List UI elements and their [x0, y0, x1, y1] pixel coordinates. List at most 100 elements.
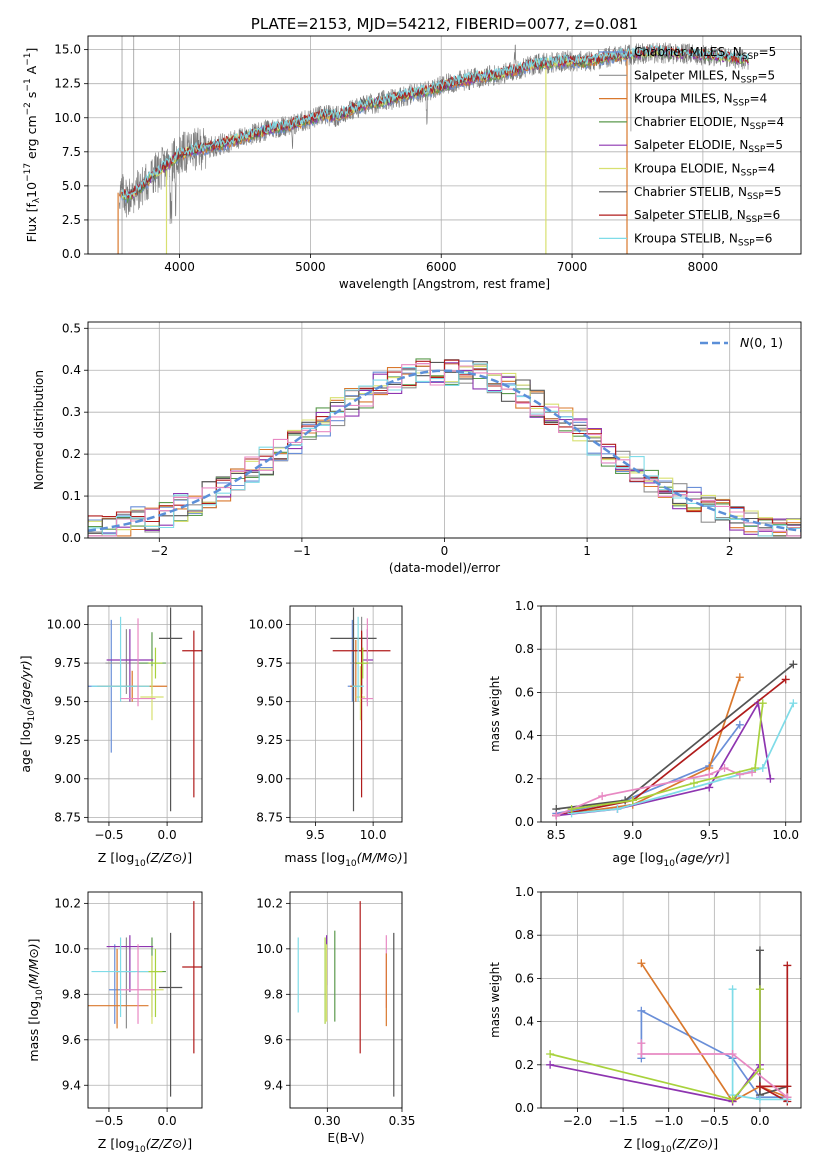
y-tick-label: 9.75 — [256, 656, 283, 670]
y-tick-label: 0.0 — [62, 247, 81, 261]
y-tick-label: 0.2 — [62, 447, 81, 461]
y-tick-label: 10.00 — [249, 618, 283, 632]
error-bar-point — [332, 630, 391, 798]
data-point — [689, 779, 698, 788]
y-tick-label: 0.0 — [515, 815, 534, 829]
model-line — [118, 51, 627, 200]
x-tick-label: 2 — [726, 544, 734, 558]
legend-entry: Kroupa STELIB, NSSP=6 — [634, 231, 772, 248]
y-tick-label: 0.2 — [515, 772, 534, 786]
legend-entry: Kroupa MILES, NSSP=4 — [634, 92, 767, 109]
series-line — [556, 700, 772, 817]
weight-series — [546, 985, 764, 1104]
y-tick-label: 2.5 — [62, 213, 81, 227]
legend-entry: Salpeter ELODIE, NSSP=5 — [634, 138, 783, 155]
x-tick-label: −0.5 — [94, 1114, 123, 1128]
data-point — [567, 805, 576, 814]
data-point — [783, 961, 792, 970]
data-point — [789, 699, 798, 708]
error-bar-point — [120, 618, 156, 707]
y-axis-label: Flux [fλ10−17 erg cm−2 s−1 A−1] — [23, 48, 42, 243]
axes-frame — [540, 891, 802, 1109]
y-tick-label: 8.75 — [256, 810, 283, 824]
chart-title: PLATE=2153, MJD=54212, FIBERID=0077, z=0… — [251, 15, 638, 33]
axes-frame — [540, 605, 802, 823]
x-tick-label: 10.0 — [772, 828, 799, 842]
weight-series — [552, 699, 775, 820]
data-point — [758, 764, 767, 772]
legend-entry: Chabrier STELIB, NSSP=5 — [634, 185, 782, 202]
data-point — [598, 792, 607, 801]
plot-area — [117, 36, 749, 254]
axes-frame — [87, 891, 203, 1109]
x-tick-label: 0.35 — [389, 1114, 416, 1128]
data-point — [781, 675, 790, 684]
y-tick-label: 10.0 — [256, 942, 283, 956]
normal-curve — [88, 369, 801, 532]
data-point — [613, 805, 622, 814]
data-point — [728, 1095, 737, 1104]
y-axis-label: age [log10(age/yr)] — [18, 655, 37, 772]
y-tick-label: 9.25 — [54, 733, 81, 747]
error-bar-point — [148, 647, 163, 679]
y-tick-label: 1.0 — [515, 599, 534, 613]
weight-series — [637, 1039, 792, 1102]
y-tick-label: 10.0 — [54, 942, 81, 956]
data-point — [705, 783, 714, 792]
plot-area — [552, 660, 798, 820]
model-line — [118, 52, 628, 204]
y-tick-label: 10.2 — [54, 896, 81, 910]
chart-age_vs_Z: −0.5 0.0 8.75 9.00 9.25 9.50 9.75 10.00 Z [log10… — [18, 605, 203, 869]
chart-spectrum: 4000 5000 6000 7000 8000 0.0 2.5 5.0 7.5 10.0 12.5… — [23, 15, 802, 291]
x-axis-label: Z [log10(Z/Z⊙)] — [98, 850, 192, 869]
x-tick-label: 9.5 — [700, 828, 719, 842]
data-point — [783, 1093, 792, 1102]
y-tick-label: 9.4 — [264, 1078, 283, 1092]
x-tick-label: −1.5 — [609, 1114, 638, 1128]
x-tick-label: 7000 — [557, 260, 588, 274]
axes-frame — [289, 605, 403, 823]
error-bar-point — [140, 666, 164, 721]
data-point — [735, 720, 744, 729]
histogram-series — [88, 361, 801, 537]
error-bar-point — [356, 647, 369, 679]
error-bar-point — [91, 616, 150, 702]
legend: N(0, 1) — [700, 335, 783, 350]
data-point — [705, 770, 714, 779]
series-line — [640, 962, 788, 1103]
model-line — [118, 51, 628, 203]
weight-series — [546, 985, 764, 1106]
data-point — [552, 811, 561, 820]
plot-area — [88, 901, 202, 1097]
data-point — [751, 764, 760, 772]
data-point — [766, 774, 775, 783]
x-tick-label: 0 — [441, 544, 449, 558]
series-line — [759, 965, 789, 1103]
histogram-series — [88, 359, 801, 537]
x-tick-label: 8.5 — [547, 828, 566, 842]
legend-entry: Salpeter MILES, NSSP=5 — [634, 68, 775, 85]
x-tick-label: 6000 — [426, 260, 457, 274]
x-tick-label: 9.5 — [306, 828, 325, 842]
y-tick-label: 9.00 — [256, 772, 283, 786]
y-axis-label: mass weight — [488, 962, 502, 1038]
series-line — [759, 950, 788, 1097]
weight-series — [755, 961, 792, 1106]
data-point — [637, 1006, 646, 1015]
x-tick-label: −1 — [293, 544, 311, 558]
y-tick-label: 7.5 — [62, 145, 81, 159]
error-bar-point — [120, 944, 156, 1024]
plot-area — [88, 607, 202, 812]
data-point — [755, 985, 764, 994]
error-bar-point — [91, 937, 150, 1018]
data-point — [628, 796, 637, 805]
axes-frame — [87, 321, 802, 539]
data-point — [637, 959, 646, 968]
x-tick-label: 1 — [583, 544, 591, 558]
data-point — [755, 946, 764, 955]
y-tick-label: 9.50 — [54, 695, 81, 709]
data-point — [748, 768, 757, 777]
y-tick-label: 0.6 — [515, 685, 534, 699]
legend-entry: Chabrier MILES, NSSP=5 — [634, 45, 776, 62]
x-axis-label: Z [log10(Z/Z⊙)] — [624, 1136, 718, 1155]
